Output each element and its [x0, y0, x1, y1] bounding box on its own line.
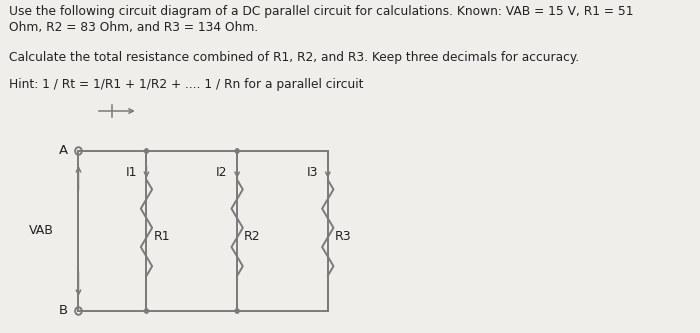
Text: R2: R2 — [244, 229, 260, 242]
Text: Ohm, R2 = 83 Ohm, and R3 = 134 Ohm.: Ohm, R2 = 83 Ohm, and R3 = 134 Ohm. — [8, 21, 258, 34]
Text: R3: R3 — [335, 229, 351, 242]
Text: I2: I2 — [216, 166, 228, 178]
Text: Calculate the total resistance combined of R1, R2, and R3. Keep three decimals f: Calculate the total resistance combined … — [8, 51, 579, 64]
Text: Use the following circuit diagram of a DC parallel circuit for calculations. Kno: Use the following circuit diagram of a D… — [8, 5, 634, 18]
Circle shape — [144, 149, 148, 153]
Text: VAB: VAB — [29, 224, 54, 237]
Text: I1: I1 — [125, 166, 137, 178]
Text: A: A — [59, 145, 68, 158]
Circle shape — [235, 149, 239, 153]
Text: I3: I3 — [307, 166, 319, 178]
Text: Hint: 1 / Rt = 1/R1 + 1/R2 + .... 1 / Rn for a parallel circuit: Hint: 1 / Rt = 1/R1 + 1/R2 + .... 1 / Rn… — [8, 78, 363, 91]
Text: R1: R1 — [153, 229, 170, 242]
Text: B: B — [59, 304, 68, 317]
Circle shape — [235, 309, 239, 313]
Circle shape — [144, 309, 148, 313]
